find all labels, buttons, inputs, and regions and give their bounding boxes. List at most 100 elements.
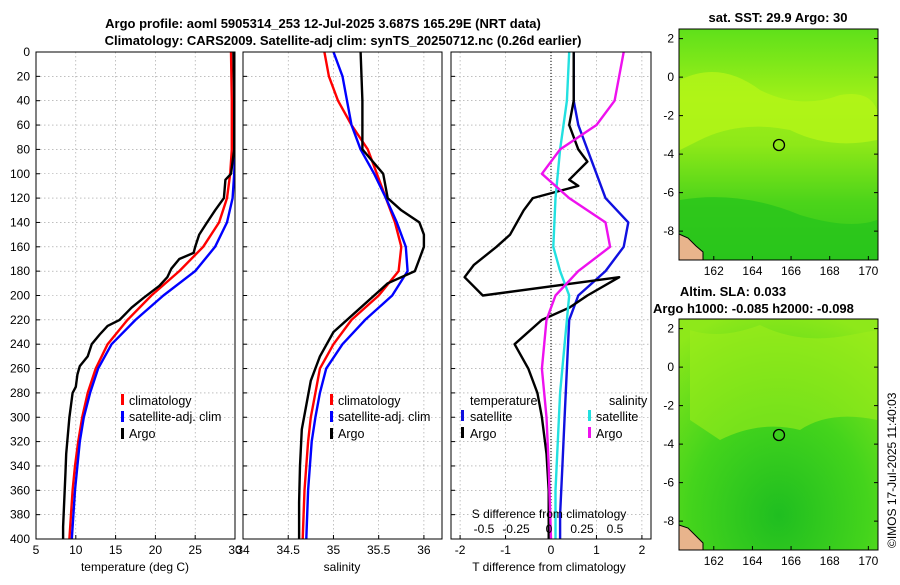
depth-tick-label: 0 xyxy=(23,45,30,59)
series-group xyxy=(463,52,630,539)
map-y-tick-label: -4 xyxy=(663,437,674,451)
map-x-tick-label: 162 xyxy=(704,554,724,568)
x-tick-label: 0 xyxy=(548,543,555,557)
figure-title-line1: Argo profile: aoml 5905314_253 12-Jul-20… xyxy=(105,16,541,31)
series-line-s-satellite xyxy=(552,52,571,539)
x-tick-label: 34.5 xyxy=(277,543,301,557)
temperature-legend: climatology satellite-adj. clim Argo xyxy=(121,394,221,441)
depth-tick-label: 340 xyxy=(10,459,30,473)
depth-tick-label: 160 xyxy=(10,240,30,254)
depth-tick-label: 200 xyxy=(10,289,30,303)
x-tick-label: 1 xyxy=(593,543,600,557)
s-tick-label: 0.25 xyxy=(570,522,594,536)
map-y-tick-label: -2 xyxy=(663,399,674,413)
series-line-climatology xyxy=(301,52,403,539)
sla-light-patch xyxy=(690,325,877,440)
depth-tick-label: 60 xyxy=(17,118,31,132)
depth-axis: 0 20 40 60 80 100 120 140 160 180 200 220 240 260 280 3… xyxy=(10,45,30,546)
depth-tick-label: 120 xyxy=(10,191,30,205)
map-y-tick-label: 0 xyxy=(667,360,674,374)
legend-swatch-s-satellite xyxy=(588,410,591,421)
legend-title-salinity: salinity xyxy=(609,394,648,408)
temperature-xlabel: temperature (deg C) xyxy=(81,560,189,574)
map-y-tick-label: -4 xyxy=(663,147,674,161)
x-tick-label: 36 xyxy=(417,543,431,557)
temperature-panel: 5 10 15 20 25 30 xyxy=(33,51,242,557)
depth-tick-label: 240 xyxy=(10,337,30,351)
x-tick-label: 10 xyxy=(69,543,83,557)
map-x-tick-label: 166 xyxy=(781,264,801,278)
s-tick-label: -0.5 xyxy=(474,522,495,536)
x-tick-label: 35.5 xyxy=(367,543,391,557)
map-y-tick-label: -8 xyxy=(663,224,674,238)
x-tick-label: 5 xyxy=(33,543,40,557)
map-y-tick-label: -2 xyxy=(663,109,674,123)
depth-tick-label: 360 xyxy=(10,483,30,497)
depth-tick-label: 20 xyxy=(17,69,31,83)
map-y-tick-label: -6 xyxy=(663,476,674,490)
legend-swatch-climatology xyxy=(121,394,124,405)
series-line-t-satellite xyxy=(558,52,630,539)
map-y-tick-label: 2 xyxy=(667,32,674,46)
salinity-panel: 34 34.5 35 35.5 36 xyxy=(236,51,443,557)
x-tick-label: 25 xyxy=(189,543,203,557)
legend-swatch-t-argo xyxy=(461,427,464,438)
x-tick-label: 34 xyxy=(236,543,250,557)
depth-tick-label: 40 xyxy=(17,94,31,108)
sst-map: 2 0 -2 -4 -6 -8 162 164 166 168 170 xyxy=(663,28,879,278)
difference-xlabel: T difference from climatology xyxy=(472,560,626,574)
x-tick-label: 20 xyxy=(149,543,163,557)
figure-title-line2: Climatology: CARS2009. Satellite-adj cli… xyxy=(105,33,582,48)
legend-label-argo: Argo xyxy=(338,427,364,441)
sst-warm-patch xyxy=(680,72,877,150)
difference-panel: -2 -1 0 1 2 xyxy=(450,51,652,557)
s-tick-label: 0.5 xyxy=(607,522,624,536)
map-x-tick-label: 170 xyxy=(858,554,878,568)
depth-tick-label: 400 xyxy=(10,532,30,546)
map-x-tick-label: 168 xyxy=(820,264,840,278)
legend-label-satellite: satellite-adj. clim xyxy=(338,410,430,424)
series-line-argo xyxy=(61,52,235,539)
x-tick-label: 2 xyxy=(639,543,646,557)
sla-map-title-line1: Altim. SLA: 0.033 xyxy=(680,284,786,299)
map-y-tick-label: -6 xyxy=(663,186,674,200)
depth-tick-label: 220 xyxy=(10,313,30,327)
sla-map-title-line2: Argo h1000: -0.085 h2000: -0.098 xyxy=(653,301,854,316)
depth-tick-label: 380 xyxy=(10,508,30,522)
legend-swatch-s-argo xyxy=(588,427,591,438)
sst-argo-location-marker xyxy=(772,138,786,152)
legend-label-satellite: satellite-adj. clim xyxy=(129,410,221,424)
sst-map-title: sat. SST: 29.9 Argo: 30 xyxy=(709,10,848,25)
legend-swatch-climatology xyxy=(330,394,333,405)
depth-tick-label: 180 xyxy=(10,264,30,278)
legend-swatch-argo xyxy=(330,428,333,439)
series-line-t-argo xyxy=(463,52,621,539)
legend-swatch-t-satellite xyxy=(461,410,464,421)
legend-label-climatology: climatology xyxy=(338,394,401,408)
x-tick-label: 15 xyxy=(109,543,123,557)
sst-map-ticks: 2 0 -2 -4 -6 -8 162 164 166 168 170 xyxy=(663,32,878,278)
map-x-tick-label: 168 xyxy=(820,554,840,568)
difference-legend: temperature satellite Argo salinity sate… xyxy=(461,394,648,441)
map-x-tick-label: 164 xyxy=(742,554,762,568)
x-tick-label: 35 xyxy=(327,543,341,557)
sla-map-ticks: 2 0 -2 -4 -6 -8 162 164 166 168 170 xyxy=(663,322,878,568)
legend-label-argo: Argo xyxy=(129,427,155,441)
legend-label-s-argo: Argo xyxy=(596,427,622,441)
legend-label-climatology: climatology xyxy=(129,394,192,408)
x-tick-label: -2 xyxy=(455,543,466,557)
series-group xyxy=(61,52,235,539)
imos-credit: ©IMOS 17-Jul-2025 11:40:03 xyxy=(885,392,899,548)
series-line-s-argo xyxy=(540,52,625,539)
s-tick-label: -0.25 xyxy=(502,522,530,536)
legend-label-s-satellite: satellite xyxy=(596,410,638,424)
depth-tick-label: 80 xyxy=(17,142,31,156)
sla-map: 2 0 -2 -4 -6 -8 162 164 166 168 170 xyxy=(663,318,879,568)
depth-tick-label: 300 xyxy=(10,410,30,424)
legend-label-t-argo: Argo xyxy=(470,427,496,441)
salinity-xlabel: salinity xyxy=(324,560,361,574)
depth-tick-label: 260 xyxy=(10,362,30,376)
depth-tick-label: 320 xyxy=(10,435,30,449)
map-x-tick-label: 164 xyxy=(742,264,762,278)
series-line-argo xyxy=(297,52,426,539)
